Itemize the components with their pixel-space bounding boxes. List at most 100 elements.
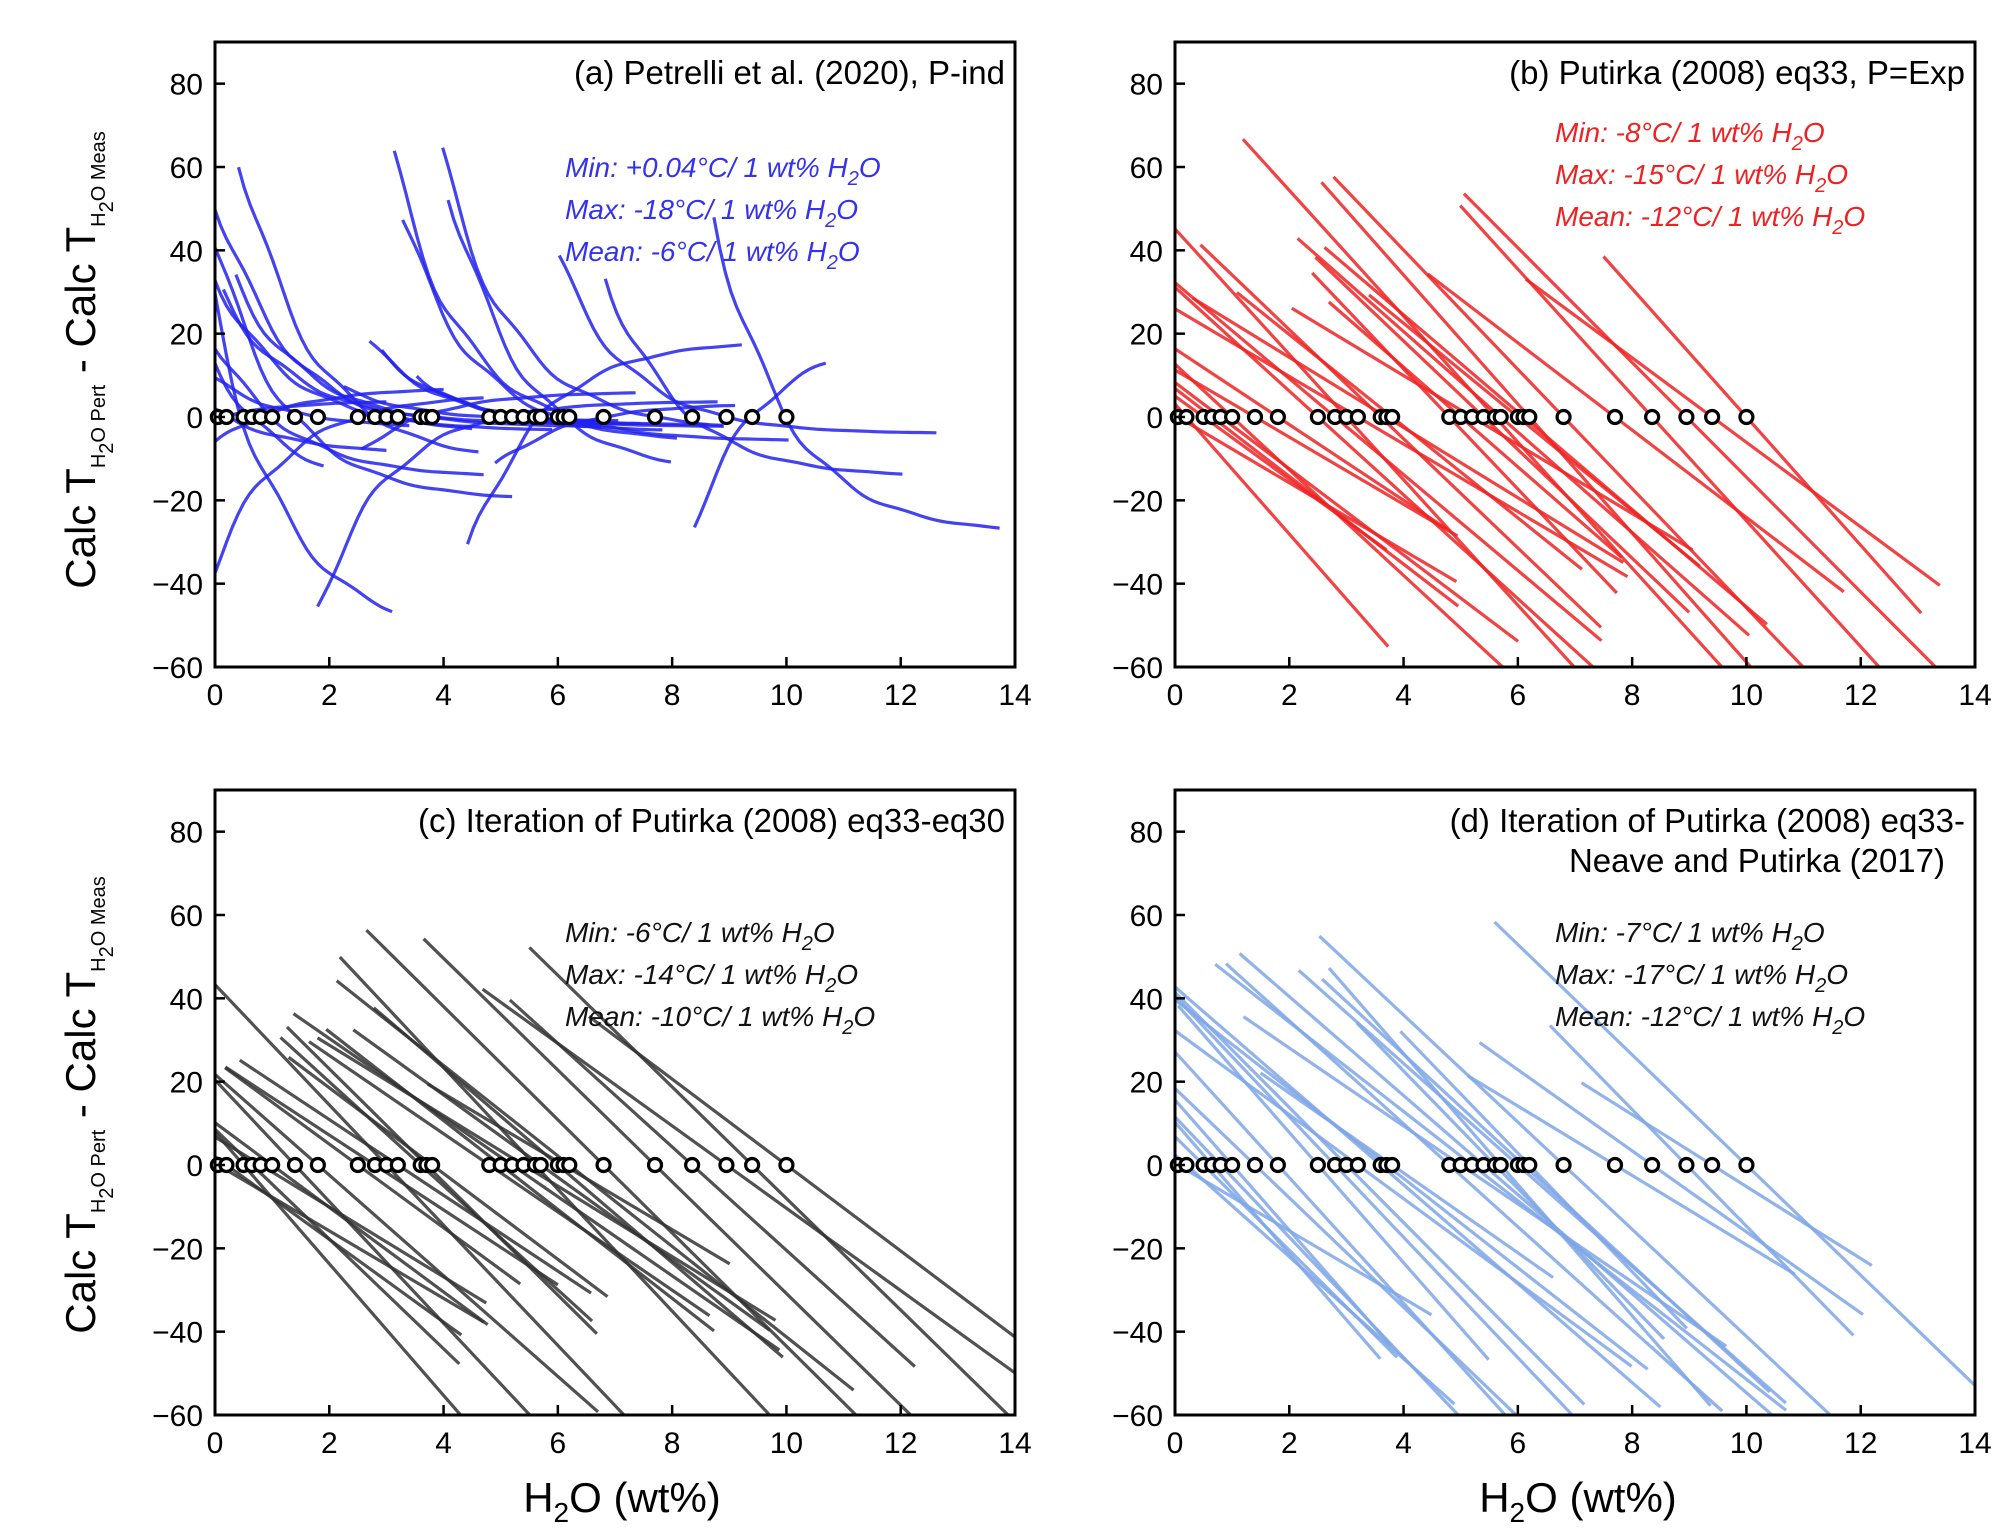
measured-point (1309, 1156, 1326, 1174)
measured-point (1349, 408, 1366, 426)
measured-point (684, 408, 701, 426)
y-tick-label: 60 (170, 152, 203, 185)
annotation-text-end: O (1803, 117, 1825, 148)
x-tick-label: 12 (884, 1427, 917, 1460)
annotation-text-end: O (1843, 201, 1865, 232)
annotation-subscript: 2 (1791, 133, 1803, 155)
series-line (1314, 256, 1691, 614)
y-axis-title-bottom: Calc TH2O Pert - Calc TH2O Meas (57, 876, 118, 1334)
measured-point (1384, 408, 1401, 426)
measured-point (1738, 408, 1755, 426)
series-line (1296, 237, 1751, 637)
annotation-subscript: 2 (847, 168, 859, 190)
annotation-text: Max: -18°C/ 1 wt% H (565, 194, 826, 225)
annotation-subscript: 2 (841, 1017, 853, 1039)
y-tick-label: 20 (170, 1067, 203, 1100)
plot-frame (1173, 40, 1977, 669)
series-line (1241, 138, 1725, 667)
measured-point (718, 1156, 735, 1174)
annotation-subscript: 2 (1814, 175, 1826, 197)
x-tick-label: 6 (1510, 679, 1527, 712)
annotation-text: Min: +0.04°C/ 1 wt% H (565, 152, 849, 183)
series-line (215, 293, 393, 614)
y-tick-label: 0 (1146, 1150, 1163, 1183)
y-tick-label: −60 (1112, 1400, 1163, 1433)
annotation-subscript: 2 (1791, 933, 1803, 955)
series-line (1318, 934, 1833, 1415)
series-line (508, 998, 916, 1368)
annotation-text: Min: -8°C/ 1 wt% H (1555, 117, 1793, 148)
measured-point (1521, 408, 1538, 426)
annotation-subscript: 2 (801, 933, 813, 955)
x-tick-label: 2 (321, 679, 338, 712)
series-line (392, 150, 789, 442)
annotation-subscript: 2 (1831, 217, 1843, 239)
annotation-subscript: 2 (824, 975, 836, 997)
measured-point (424, 1156, 441, 1174)
y-tick-label: 40 (1130, 983, 1163, 1016)
x-tick-label: 10 (1730, 679, 1763, 712)
measured-point (349, 1156, 366, 1174)
series-group (1175, 920, 1975, 1415)
annotation-line: Max: -14°C/ 1 wt% H2O (565, 959, 858, 997)
plot-frame (1173, 788, 1977, 1417)
measured-point (1384, 1156, 1401, 1174)
series-line (1259, 1071, 1555, 1279)
annotation-line: Min: -8°C/ 1 wt% H2O (1555, 117, 1825, 155)
series-line (352, 1028, 771, 1332)
annotation-text: Mean: -12°C/ 1 wt% H (1555, 1001, 1833, 1032)
annotation-text: Max: -17°C/ 1 wt% H (1555, 959, 1816, 990)
measured-point (1349, 1156, 1366, 1174)
y-tick-label: −60 (1112, 652, 1163, 685)
series-line (422, 937, 913, 1415)
annotation-text-end: O (859, 152, 881, 183)
series-line (1478, 1041, 1864, 1316)
series-group (215, 928, 1015, 1415)
x-axis-title-right: H2O (wt%) (1479, 1474, 1677, 1528)
series-line (1399, 1030, 1688, 1330)
panel-title-line2: Neave and Putirka (2017) (1569, 842, 1945, 879)
series-line (1462, 192, 1938, 667)
y-tick-label: 20 (1130, 319, 1163, 352)
measured-point (1224, 1156, 1241, 1174)
series-line (1548, 1024, 1855, 1337)
measured-point (1269, 408, 1286, 426)
series-line (285, 1025, 599, 1335)
series-line (365, 928, 859, 1415)
measured-point (646, 1156, 664, 1174)
y-tick-label: −40 (152, 569, 203, 602)
x-tick-label: 14 (1958, 1427, 1991, 1460)
x-tick-label: 4 (1395, 679, 1412, 712)
plot-frame (213, 40, 1017, 669)
x-tick-label: 4 (1395, 1427, 1412, 1460)
annotation-line: Mean: -6°C/ 1 wt% H2O (565, 236, 860, 274)
series-line (1332, 175, 1806, 667)
measured-point (389, 1156, 406, 1174)
panel-title: (b) Putirka (2008) eq33, P=Exp (1509, 54, 1965, 91)
series-line (279, 1036, 594, 1323)
series-line (292, 1012, 781, 1352)
series-line (1467, 1074, 1796, 1276)
annotation-line: Mean: -12°C/ 1 wt% H2O (1555, 1001, 1865, 1039)
annotation-line: Max: -17°C/ 1 wt% H2O (1555, 959, 1848, 997)
y-tick-label: 40 (170, 235, 203, 268)
series-line (215, 983, 627, 1415)
measured-point (389, 408, 406, 426)
measured-point (1738, 1156, 1755, 1174)
annotation-line: Min: +0.04°C/ 1 wt% H2O (565, 152, 881, 190)
annotation-text: Max: -15°C/ 1 wt% H (1555, 159, 1816, 190)
annotation-text-end: O (838, 236, 860, 267)
panel-d: 0 2 4 6 8 10 12 14 −60 −40 −20 0 20 40 60 80 (d) Iterati… (1112, 788, 1992, 1460)
x-tick-label: 6 (550, 1427, 567, 1460)
series-line (1175, 1135, 1399, 1359)
x-tick-label: 4 (435, 679, 452, 712)
series-line (1175, 227, 1577, 667)
measured-point (1704, 1156, 1721, 1174)
annotation-line: Min: -6°C/ 1 wt% H2O (565, 917, 835, 955)
measured-point (1555, 1156, 1572, 1174)
series-line (287, 1056, 609, 1298)
series-line (481, 987, 1015, 1375)
measured-point (1644, 1156, 1661, 1174)
panel-title: (c) Iteration of Putirka (2008) eq33-eq3… (418, 802, 1005, 839)
measured-point (718, 408, 735, 426)
